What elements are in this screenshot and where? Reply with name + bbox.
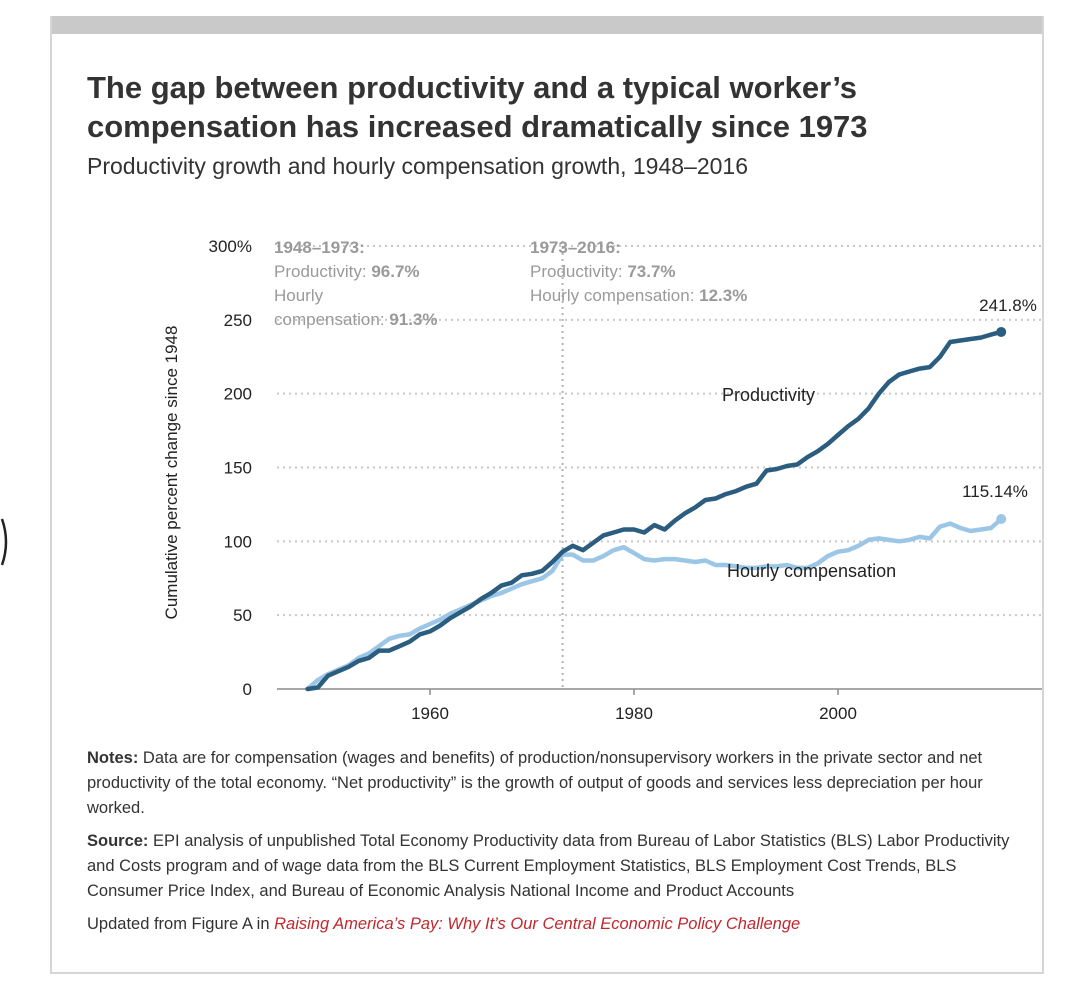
x-tick-label: 2000 xyxy=(819,704,857,723)
y-tick-label: 300% xyxy=(209,237,252,256)
series-layer xyxy=(305,326,1007,692)
card-top-bar xyxy=(52,16,1042,34)
axis-layer: 0 50 100 150 200 250 300% 1960 1980 2000 Cumulativ… xyxy=(162,237,1042,723)
annotation-right-comp-value: 12.3% xyxy=(699,286,747,305)
annotation-right-heading: 1973–2016: xyxy=(530,238,621,257)
x-tick-label: 1960 xyxy=(411,704,449,723)
notes-paragraph: Notes: Data are for compensation (wages … xyxy=(87,746,1022,821)
annotation-layer: 1948–1973: Productivity: 96.7% Hourly co… xyxy=(274,238,747,329)
annotation-right-comp-label: Hourly compensation: xyxy=(530,286,699,305)
chart-card: The gap between productivity and a typic… xyxy=(50,16,1044,974)
annotation-left-prod-label: Productivity: xyxy=(274,262,371,281)
series-line-productivity xyxy=(305,329,1004,692)
series-label-compensation: Hourly compensation xyxy=(727,561,896,581)
annotation-right-productivity: Productivity: 73.7% xyxy=(530,262,676,281)
series-line-compensation xyxy=(305,516,1004,692)
report-link[interactable]: Raising America’s Pay: Why It’s Our Cent… xyxy=(274,915,801,933)
notes-text: Data are for compensation (wages and ben… xyxy=(87,749,983,817)
end-label-productivity: 241.8% xyxy=(979,296,1037,315)
end-point-compensation xyxy=(996,513,1007,524)
source-paragraph: Source: EPI analysis of unpublished Tota… xyxy=(87,829,1022,904)
series-label-productivity: Productivity xyxy=(722,385,815,405)
annotation-right-prod-value: 73.7% xyxy=(627,262,675,281)
annotation-left-productivity: Productivity: 96.7% xyxy=(274,262,420,281)
notes-block: Notes: Data are for compensation (wages … xyxy=(87,746,1022,945)
y-tick-label: 150 xyxy=(224,459,252,478)
annotation-right-prod-label: Productivity: xyxy=(530,262,627,281)
x-tick-label: 1980 xyxy=(615,704,653,723)
end-label-compensation: 115.14% xyxy=(962,482,1028,501)
annotation-left-compensation: compensation: 91.3% xyxy=(274,310,438,329)
annotation-right-compensation: Hourly compensation: 12.3% xyxy=(530,286,747,305)
annotation-left-comp-value: 91.3% xyxy=(389,310,437,329)
y-tick-label: 0 xyxy=(243,680,252,699)
updated-prefix: Updated from Figure A in xyxy=(87,915,275,933)
source-text: EPI analysis of unpublished Total Econom… xyxy=(87,832,1010,900)
chart-subtitle: Productivity growth and hourly compensat… xyxy=(87,153,749,179)
y-tick-label: 200 xyxy=(224,385,252,404)
source-label: Source: xyxy=(87,832,149,850)
updated-paragraph: Updated from Figure A in Raising America… xyxy=(87,912,1022,937)
y-tick-label: 250 xyxy=(224,311,252,330)
annotation-left-comp-line1: Hourly xyxy=(274,286,324,305)
end-point-productivity xyxy=(996,326,1007,337)
annotation-left-comp-label: compensation: xyxy=(274,310,389,329)
y-tick-label: 50 xyxy=(233,606,252,625)
y-tick-label: 100 xyxy=(224,532,252,551)
page-edge-mark xyxy=(0,518,8,566)
chart-title: The gap between productivity and a typic… xyxy=(87,70,868,144)
annotation-left-heading: 1948–1973: xyxy=(274,238,365,257)
line-chart: 0 50 100 150 200 250 300% 1960 1980 2000 Cumulativ… xyxy=(162,237,1042,723)
y-axis-label: Cumulative percent change since 1948 xyxy=(162,326,181,620)
notes-label: Notes: xyxy=(87,749,139,767)
annotation-left-prod-value: 96.7% xyxy=(371,262,419,281)
grid-layer xyxy=(277,241,1042,689)
